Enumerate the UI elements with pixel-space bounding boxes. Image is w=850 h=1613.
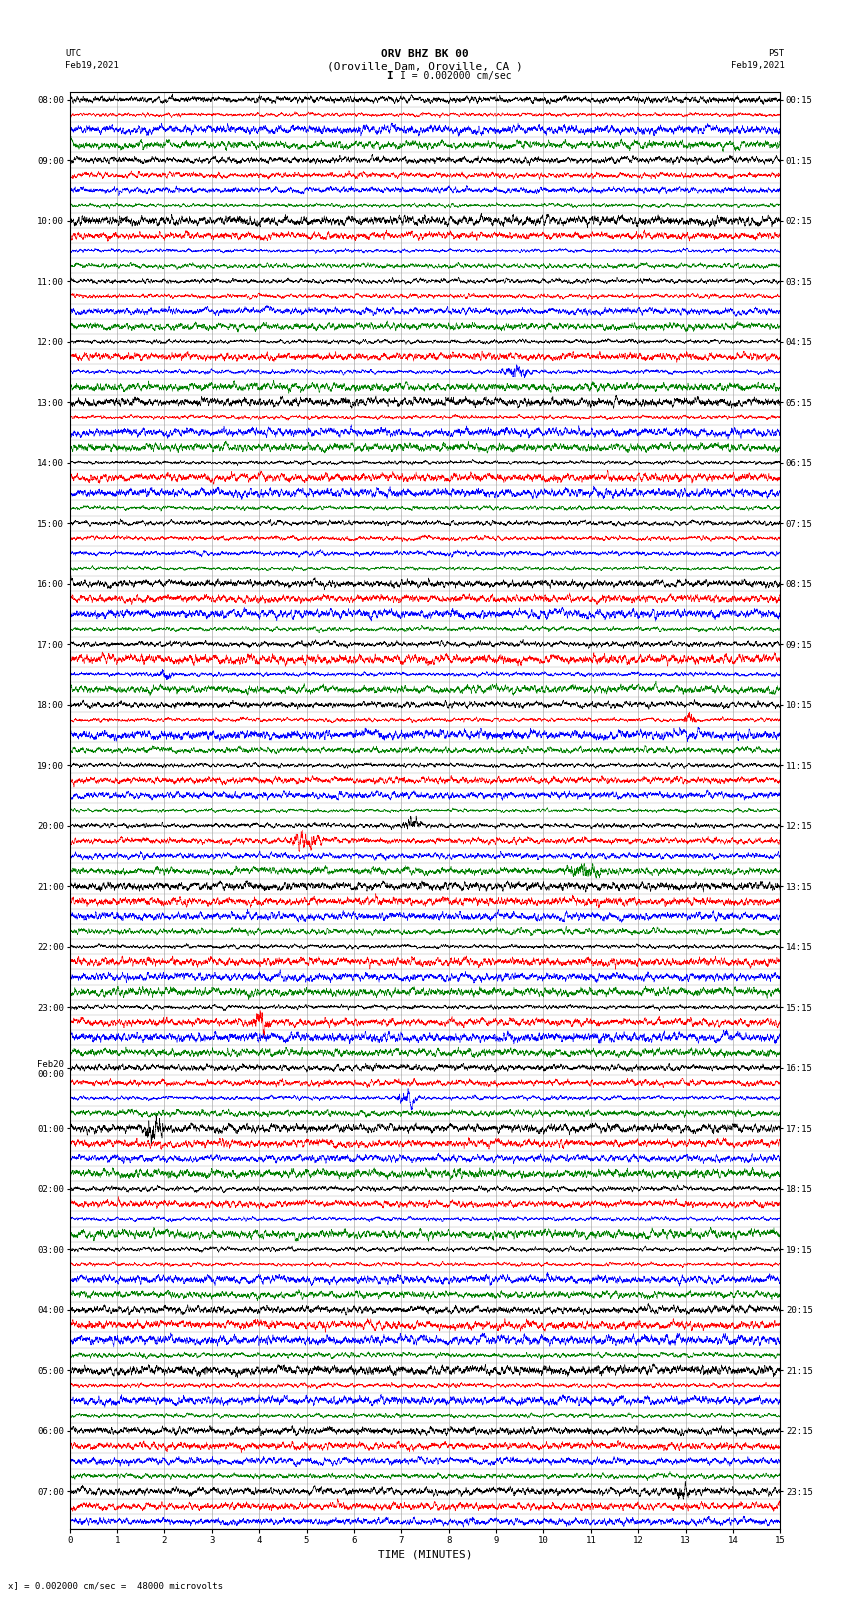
Text: x] = 0.002000 cm/sec =  48000 microvolts: x] = 0.002000 cm/sec = 48000 microvolts <box>8 1581 224 1590</box>
Text: ORV BHZ BK 00: ORV BHZ BK 00 <box>381 50 469 60</box>
Text: I = 0.002000 cm/sec: I = 0.002000 cm/sec <box>400 71 511 81</box>
Text: (Oroville Dam, Oroville, CA ): (Oroville Dam, Oroville, CA ) <box>327 61 523 71</box>
Text: PST: PST <box>768 50 785 58</box>
Text: I: I <box>386 71 393 81</box>
Text: UTC: UTC <box>65 50 82 58</box>
X-axis label: TIME (MINUTES): TIME (MINUTES) <box>377 1548 473 1560</box>
Text: Feb19,2021: Feb19,2021 <box>731 61 785 71</box>
Text: Feb19,2021: Feb19,2021 <box>65 61 119 71</box>
